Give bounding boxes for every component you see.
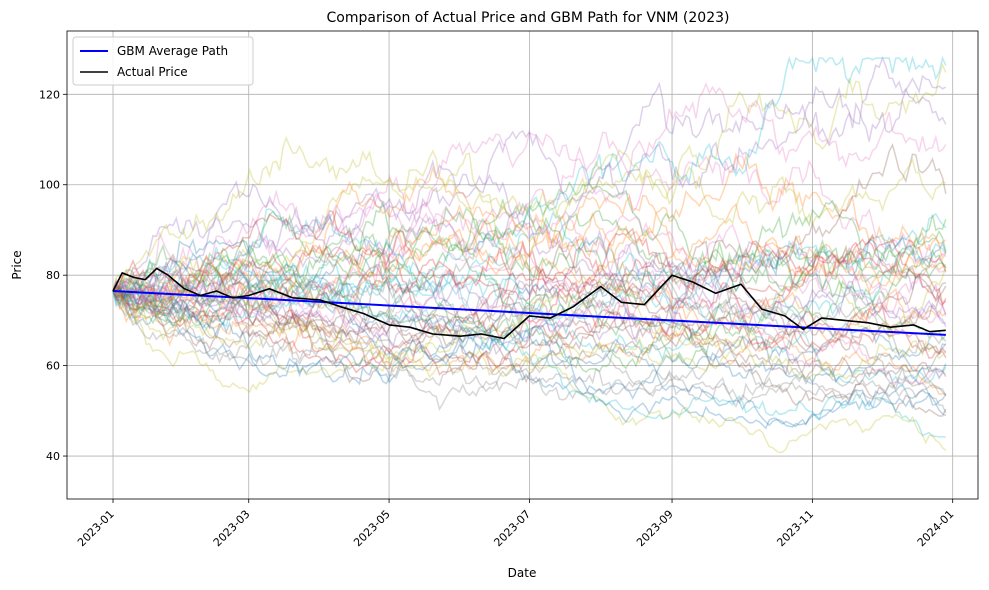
simulated-path	[112, 234, 947, 339]
simulated-path	[112, 261, 947, 386]
series-layer	[112, 267, 946, 340]
simulated-path	[112, 279, 947, 417]
simulated-path	[112, 290, 947, 414]
simulated-path	[112, 248, 947, 341]
simulated-path	[112, 257, 947, 385]
simulated-path	[112, 259, 947, 356]
simulated-path	[112, 192, 947, 324]
simulated-path	[112, 251, 947, 365]
actual-price-line	[112, 267, 946, 340]
simulated-path	[112, 81, 947, 318]
simulated-path	[112, 74, 947, 315]
simulated-path	[112, 283, 947, 454]
legend-box	[72, 36, 254, 86]
y-tick-label: 120	[39, 88, 60, 101]
y-tick-label: 80	[46, 269, 60, 282]
simulated-path	[112, 56, 947, 311]
y-tick-label: 100	[39, 179, 60, 192]
simulated-path	[112, 212, 947, 344]
simulated-path	[112, 253, 947, 381]
simulated-path	[112, 234, 947, 373]
simulated-path	[112, 131, 947, 292]
simulated-path	[112, 227, 947, 328]
simulated-path	[112, 180, 947, 329]
simulated-path	[112, 259, 947, 390]
simulated-path	[112, 211, 947, 327]
simulated-path	[112, 290, 946, 396]
simulated-path	[112, 210, 947, 315]
simulated-path	[112, 252, 946, 350]
simulated-path	[112, 165, 947, 326]
simulated-paths	[112, 55, 947, 454]
grid-layer	[67, 31, 978, 499]
simulated-path	[112, 223, 947, 315]
simulated-path	[112, 262, 947, 394]
simulated-path	[112, 242, 947, 331]
y-axis-label: Price	[10, 250, 24, 279]
simulated-path	[112, 135, 946, 297]
simulated-path	[112, 252, 946, 438]
simulated-path	[112, 288, 947, 400]
simulated-path	[112, 201, 947, 297]
simulated-path	[112, 229, 947, 311]
simulated-path	[112, 199, 947, 324]
simulated-path	[112, 271, 947, 430]
simulated-path	[112, 233, 947, 358]
simulated-path	[112, 209, 947, 339]
simulated-path	[112, 286, 947, 376]
legend-label-gbm: GBM Average Path	[117, 44, 228, 58]
chart-title: Comparison of Actual Price and GBM Path …	[327, 10, 730, 26]
simulated-path	[112, 274, 947, 380]
legend-label-actual: Actual Price	[117, 65, 188, 79]
y-axis-ticks: 40 60 80 100 120	[39, 88, 67, 463]
simulated-path	[112, 279, 947, 428]
y-tick-label: 60	[46, 360, 60, 373]
simulated-path	[112, 142, 947, 351]
simulated-path	[112, 285, 947, 384]
simulated-path	[112, 203, 947, 297]
simulated-path	[112, 239, 947, 367]
simulated-path	[112, 290, 947, 409]
legend: GBM Average Path Actual Price	[72, 36, 254, 86]
simulated-path	[112, 269, 947, 405]
x-axis-label: Date	[508, 566, 537, 580]
plot-frame	[66, 30, 979, 500]
simulated-path	[112, 152, 947, 323]
simulated-path	[112, 62, 947, 304]
y-tick-label: 40	[46, 450, 60, 463]
simulated-path	[112, 55, 947, 303]
